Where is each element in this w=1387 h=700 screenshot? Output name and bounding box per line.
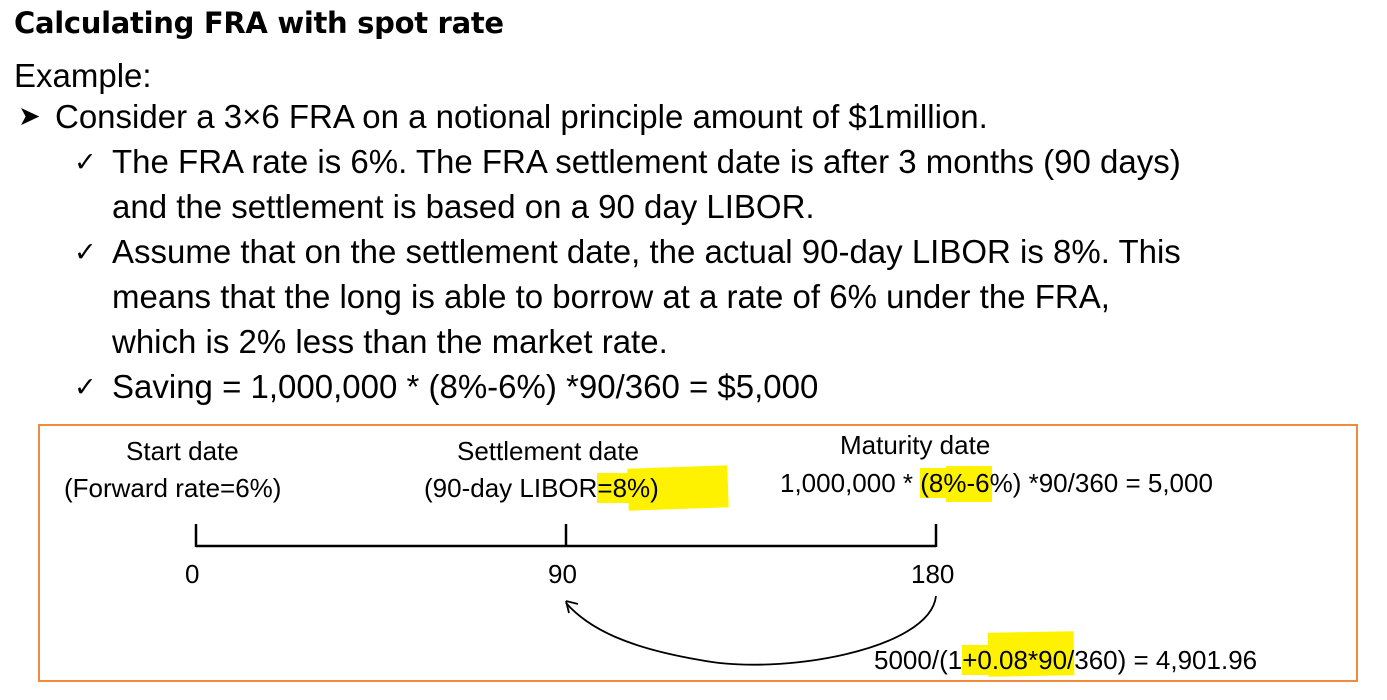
maturity-date-title: Maturity date	[840, 430, 991, 460]
check-2-line-1: Assume that on the settlement date, the …	[112, 233, 1181, 270]
check-2-line-3: which is 2% less than the market rate.	[112, 323, 668, 360]
check-3-line-1: Saving = 1,000,000 * (8%-6%) *90/360 = $…	[112, 368, 819, 405]
settlement-date-title: Settlement date	[457, 436, 640, 466]
check-2-line-2: means that the long is able to borrow at…	[112, 278, 1110, 315]
arrowhead-icon	[565, 600, 579, 614]
bullet-text: Consider a 3×6 FRA on a notional princip…	[55, 98, 988, 135]
example-label: Example:	[14, 57, 152, 94]
highlighted-rate: (8%	[920, 468, 967, 498]
highlighted-rate: +0.08	[962, 645, 1028, 675]
tick-label-0: 0	[185, 559, 200, 589]
check-icon: ✓	[74, 372, 97, 403]
settlement-date-sub: (90-day LIBOR=8%)	[424, 473, 659, 503]
slide-title: Calculating FRA with spot rate	[14, 6, 504, 40]
tick-label-90: 90	[548, 559, 577, 589]
timeline-diagram-box	[38, 424, 1358, 682]
check-1-line-1: The FRA rate is 6%. The FRA settlement d…	[112, 143, 1181, 180]
tick-label-180: 180	[911, 559, 955, 589]
start-date-title: Start date	[126, 436, 239, 466]
check-icon: ✓	[74, 147, 97, 178]
check-1-line-2: and the settlement is based on a 90 day …	[112, 188, 815, 225]
highlighted-rate: =8%	[597, 473, 651, 503]
start-date-sub: (Forward rate=6%)	[64, 473, 282, 503]
discount-arrow	[565, 595, 937, 666]
check-icon: ✓	[74, 237, 97, 268]
maturity-calc: 1,000,000 * (8%-6%) *90/360 = 5,000	[780, 468, 1213, 498]
arrow-bullet-icon: ➤	[18, 101, 41, 132]
present-value-calc: 5000/(1+0.08*90/360) = 4,901.96	[874, 645, 1258, 675]
